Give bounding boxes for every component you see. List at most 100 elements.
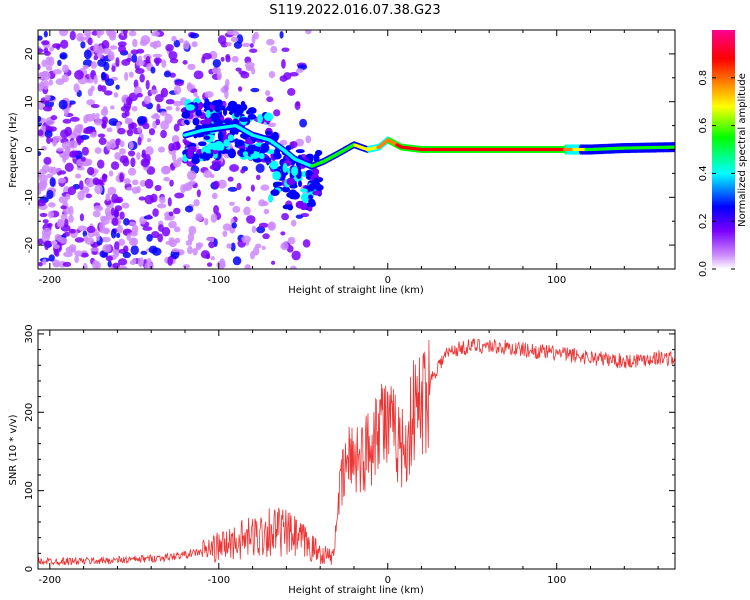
spectrum-blob [257,113,263,124]
spectrum-speckle [222,84,229,92]
spectrum-speckle [152,208,159,217]
spectrum-speckle [186,82,193,92]
spectrum-speckle [163,70,172,78]
spectrum-blob [309,200,316,207]
spectrum-speckle [173,39,181,48]
spectrum-speckle [231,222,237,229]
spectrum-speckle [165,240,174,246]
spectrum-speckle [142,159,149,168]
spectrum-speckle [68,214,74,223]
y-tick-label: 200 [24,403,35,422]
spectrum-blob [286,192,294,198]
spectrum-blob [217,131,224,142]
spectrum-speckle [281,47,290,53]
spectrum-speckle [226,30,235,36]
spectrum-speckle [113,241,120,251]
spectrum-speckle [43,50,51,56]
spectrum-speckle [287,236,296,245]
spectrum-speckle [255,243,262,249]
spectrum-speckle [145,79,150,90]
spectrum-speckle [63,231,70,237]
spectrum-speckle [136,115,147,125]
spectrum-speckle [106,141,111,151]
spectrogram-heatmap [38,30,675,269]
snr-x-axis-title: Height of straight line (km) [288,585,424,596]
spectrum-speckle [85,193,93,199]
spectrum-speckle [113,249,120,258]
spectrum-speckle [105,78,115,86]
y-tick-label: -10 [24,189,35,205]
spectrum-speckle [108,118,119,126]
spectrum-speckle [169,179,174,187]
spectrum-speckle [160,129,167,139]
x-tick-label: -100 [207,275,230,286]
spectrum-speckle [186,170,197,181]
spectrum-blob [234,139,245,147]
spectrum-speckle [68,228,76,234]
spectrum-speckle [123,218,130,226]
spectrum-speckle [165,105,173,111]
spectrum-speckle [154,94,164,103]
spectrum-speckle [90,61,97,69]
colorbar-ticks: 0.0 0.2 0.4 0.6 0.8 [698,70,735,277]
spectrum-speckle [173,123,180,132]
spectrum-blob [214,103,222,113]
spectrum-speckle [44,242,49,251]
spectrum-speckle [281,59,286,69]
spectrum-speckle [93,43,100,54]
spectrum-blob [205,109,211,119]
spectrum-speckle [226,243,232,249]
spectrum-speckle [187,181,193,186]
snr-y-ticks: 0 100 200 300 [24,324,675,572]
spectrum-blob [272,181,283,187]
spectrum-speckle [121,202,130,209]
spectrum-speckle [229,164,240,172]
spectrum-blob [223,139,231,147]
spectrum-speckle [115,138,122,146]
spectrum-speckle [49,177,56,187]
spectrum-speckle [42,80,49,91]
spectrum-speckle [60,214,68,220]
spectrum-speckle [165,44,174,52]
spectrum-blob [308,183,316,192]
spectrum-speckle [289,265,297,269]
spectrum-speckle [44,94,51,101]
spectrum-speckle [193,92,198,97]
spectrum-speckle [57,177,67,184]
spectrum-speckle [38,199,46,207]
spectrum-speckle [142,226,153,231]
spectrum-speckle [154,184,162,192]
spectrum-speckle [210,213,218,223]
spectrum-speckle [80,156,86,162]
spectrum-speckle [43,156,52,165]
spectrum-speckle [167,197,172,207]
spectrum-speckle [279,75,288,82]
spectrum-speckle [160,87,169,98]
spectrum-speckle [83,49,92,60]
spectrum-speckle [86,225,96,234]
spectrum-speckle [121,112,128,119]
spectrum-speckle [128,71,134,78]
spectrum-speckle [74,70,84,80]
spectrum-speckle [69,30,76,41]
spectrum-speckle [90,103,100,109]
spectrum-speckle [83,30,92,37]
spectrum-speckle [81,146,89,156]
spectrum-speckle [118,44,126,54]
spectrum-speckle [171,152,177,162]
spectrum-blob [258,152,265,160]
spectrum-speckle [249,251,255,260]
spectrum-speckle [104,198,112,206]
spectrum-speckle [241,42,251,48]
spectrum-speckle [107,186,117,196]
spectrum-speckle [255,174,261,180]
spectrum-speckle [127,221,137,226]
spectrum-speckle [211,160,222,166]
spectrum-speckle [82,129,93,135]
spectrum-speckle [46,136,52,145]
spectrum-speckle [130,157,136,168]
spectrum-speckle [98,44,104,55]
spectrum-speckle [291,250,301,261]
spectrum-speckle [94,147,102,154]
spectrum-speckle [305,30,312,35]
